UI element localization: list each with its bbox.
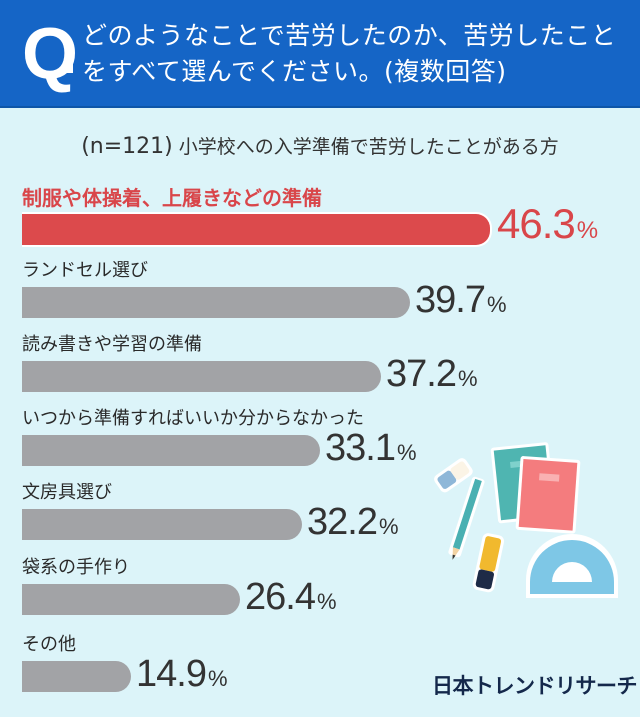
bar-value: 32.2% (307, 500, 399, 549)
bar-label: ランドセル選び (22, 260, 148, 281)
value-number: 14.9 (136, 653, 207, 695)
highlighter-icon (472, 533, 505, 593)
bar-label: いつから準備すればいいか分からなかった (22, 408, 364, 429)
chart-subtitle: (n=121) 小学校への入学準備で苦労したことがある方 (0, 132, 640, 159)
bar (22, 212, 492, 247)
bar (22, 584, 240, 615)
bar (22, 361, 381, 392)
percent-sign: % (207, 666, 228, 691)
percent-sign: % (486, 292, 507, 317)
bar-label: 袋系の手作り (22, 557, 130, 578)
value-number: 33.1 (325, 427, 396, 469)
bar-value: 37.2% (386, 352, 478, 401)
bar-label: 文房具選び (22, 482, 112, 503)
bar-value: 33.1% (325, 426, 417, 475)
question-text: どのようなことで苦労したのか、苦労したことをすべて選んでください。(複数回答) (82, 21, 617, 86)
bar-value: 46.3% (497, 202, 598, 253)
sample-size: (n=121) (81, 134, 173, 159)
bar-label: その他 (22, 634, 76, 655)
respondent-description: 小学校への入学準備で苦労したことがある方 (178, 136, 559, 158)
percent-sign: % (396, 440, 417, 465)
value-number: 26.4 (245, 576, 316, 618)
percent-sign: % (457, 366, 478, 391)
bar-value: 26.4% (245, 575, 337, 624)
bar-label: 読み書きや学習の準備 (22, 334, 202, 355)
value-number: 39.7 (415, 279, 486, 321)
question-header: Q どのようなことで苦労したのか、苦労したことをすべて選んでください。(複数回答… (0, 0, 640, 108)
pencil-icon (448, 476, 485, 560)
q-dot (64, 64, 73, 73)
eraser-icon (434, 458, 473, 493)
bar (22, 661, 131, 692)
bar-value: 39.7% (415, 278, 507, 327)
stationery-illustration (434, 442, 618, 598)
bar (22, 509, 302, 540)
protractor-icon (526, 534, 618, 598)
percent-sign: % (316, 589, 337, 614)
percent-sign: % (576, 217, 599, 244)
bar-label: 制服や体操着、上履きなどの準備 (22, 186, 322, 210)
brand-logo: 日本トレンドリサーチ (432, 674, 638, 698)
bar (22, 435, 320, 466)
notebook-pink-icon (515, 456, 581, 534)
value-number: 32.2 (307, 501, 378, 543)
percent-sign: % (378, 514, 399, 539)
bar-value: 14.9% (136, 652, 228, 701)
value-number: 37.2 (386, 353, 457, 395)
value-number: 46.3 (497, 200, 576, 247)
q-mark: Q (22, 14, 78, 94)
bar (22, 287, 410, 318)
